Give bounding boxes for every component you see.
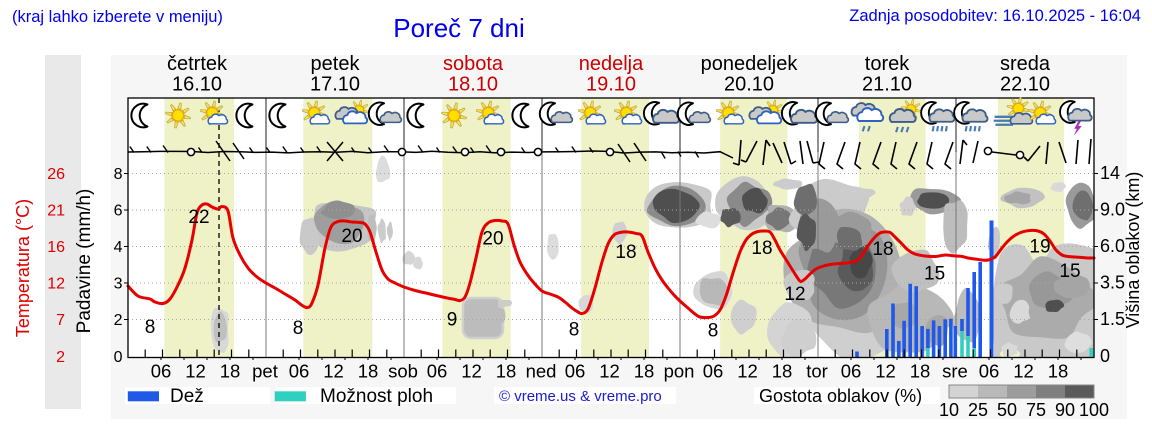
svg-text:12: 12 [599, 361, 620, 382]
svg-text:25: 25 [968, 400, 988, 420]
svg-text:06: 06 [565, 361, 586, 382]
svg-text:18: 18 [872, 239, 893, 260]
svg-text:18: 18 [772, 361, 793, 382]
svg-text:18: 18 [634, 361, 655, 382]
svg-text:Višina oblakov (km): Višina oblakov (km) [1123, 172, 1143, 329]
svg-text:četrtek: četrtek [167, 53, 228, 75]
svg-text:pet: pet [252, 361, 278, 382]
svg-text:21.10: 21.10 [862, 74, 912, 96]
svg-text:10: 10 [939, 400, 959, 420]
svg-text:8: 8 [293, 318, 304, 339]
svg-text:26: 26 [47, 166, 65, 183]
svg-text:4: 4 [114, 239, 123, 256]
svg-text:torek: torek [865, 53, 910, 75]
svg-text:14: 14 [1100, 163, 1120, 183]
svg-text:06: 06 [151, 361, 172, 382]
svg-text:12: 12 [185, 361, 206, 382]
svg-text:100: 100 [1079, 400, 1109, 420]
svg-text:19.10: 19.10 [586, 74, 636, 96]
svg-text:18: 18 [358, 361, 379, 382]
svg-text:18: 18 [751, 238, 772, 259]
svg-text:06: 06 [979, 361, 1000, 382]
svg-text:16: 16 [47, 239, 65, 256]
svg-text:06: 06 [703, 361, 724, 382]
svg-text:17.10: 17.10 [310, 74, 360, 96]
svg-text:18: 18 [615, 242, 636, 263]
svg-text:petek: petek [311, 53, 361, 75]
svg-text:sobota: sobota [443, 53, 504, 75]
svg-text:9.0: 9.0 [1100, 200, 1125, 220]
svg-text:8: 8 [569, 319, 580, 340]
svg-text:7: 7 [56, 312, 65, 329]
svg-text:19: 19 [1029, 237, 1050, 258]
svg-text:(kraj lahko izberete v meniju): (kraj lahko izberete v meniju) [12, 8, 223, 26]
svg-text:0: 0 [114, 349, 123, 366]
svg-text:Temperatura (°C): Temperatura (°C) [13, 199, 33, 337]
svg-text:nedelja: nedelja [579, 53, 644, 75]
svg-text:18: 18 [496, 361, 517, 382]
svg-text:18: 18 [220, 361, 241, 382]
svg-text:21: 21 [47, 203, 65, 220]
svg-text:12: 12 [737, 361, 758, 382]
svg-text:2: 2 [114, 312, 123, 329]
svg-text:© vreme.us & vreme.pro: © vreme.us & vreme.pro [499, 388, 662, 405]
svg-text:18.10: 18.10 [448, 74, 498, 96]
svg-text:22: 22 [188, 207, 209, 228]
svg-text:20: 20 [341, 226, 362, 247]
svg-text:8: 8 [114, 166, 123, 183]
svg-text:tor: tor [806, 361, 828, 382]
svg-text:90: 90 [1055, 400, 1075, 420]
svg-text:3.5: 3.5 [1100, 273, 1125, 293]
svg-text:Možnost ploh: Možnost ploh [320, 386, 433, 407]
svg-text:18: 18 [910, 361, 931, 382]
svg-text:Zadnja posodobitev: 16.10.2025: Zadnja posodobitev: 16.10.2025 - 16:04 [849, 7, 1141, 25]
svg-text:15: 15 [924, 264, 945, 285]
svg-text:1.5: 1.5 [1100, 309, 1125, 329]
svg-text:12: 12 [47, 276, 65, 293]
svg-text:12: 12 [1013, 361, 1034, 382]
svg-text:sreda: sreda [1000, 53, 1051, 75]
svg-text:3: 3 [114, 276, 123, 293]
svg-text:18: 18 [1048, 361, 1069, 382]
svg-text:06: 06 [427, 361, 448, 382]
svg-text:6: 6 [114, 203, 123, 220]
svg-text:06: 06 [289, 361, 310, 382]
svg-text:2: 2 [56, 349, 65, 366]
svg-text:Poreč 7 dni: Poreč 7 dni [393, 13, 525, 43]
svg-text:Dež: Dež [170, 386, 204, 407]
svg-text:Padavine (mm/h): Padavine (mm/h) [74, 189, 95, 334]
svg-text:ned: ned [526, 361, 557, 382]
svg-text:20.10: 20.10 [724, 74, 774, 96]
svg-text:6.0: 6.0 [1100, 236, 1125, 256]
svg-text:22.10: 22.10 [1000, 74, 1050, 96]
svg-text:0: 0 [1100, 346, 1110, 366]
svg-text:06: 06 [841, 361, 862, 382]
svg-text:16.10: 16.10 [172, 74, 222, 96]
svg-text:20: 20 [482, 228, 503, 249]
svg-text:9: 9 [447, 310, 458, 331]
svg-text:15: 15 [1059, 261, 1080, 282]
svg-text:12: 12 [323, 361, 344, 382]
svg-text:pon: pon [664, 361, 695, 382]
svg-text:12: 12 [784, 284, 805, 305]
svg-text:12: 12 [461, 361, 482, 382]
svg-text:sob: sob [388, 361, 418, 382]
svg-text:75: 75 [1026, 400, 1046, 420]
svg-text:50: 50 [997, 400, 1017, 420]
svg-text:8: 8 [145, 317, 156, 338]
svg-text:sre: sre [942, 361, 968, 382]
svg-text:12: 12 [875, 361, 896, 382]
svg-text:8: 8 [708, 320, 719, 341]
svg-text:ponedeljek: ponedeljek [701, 53, 799, 75]
svg-text:Gostota oblakov (%): Gostota oblakov (%) [759, 386, 922, 406]
